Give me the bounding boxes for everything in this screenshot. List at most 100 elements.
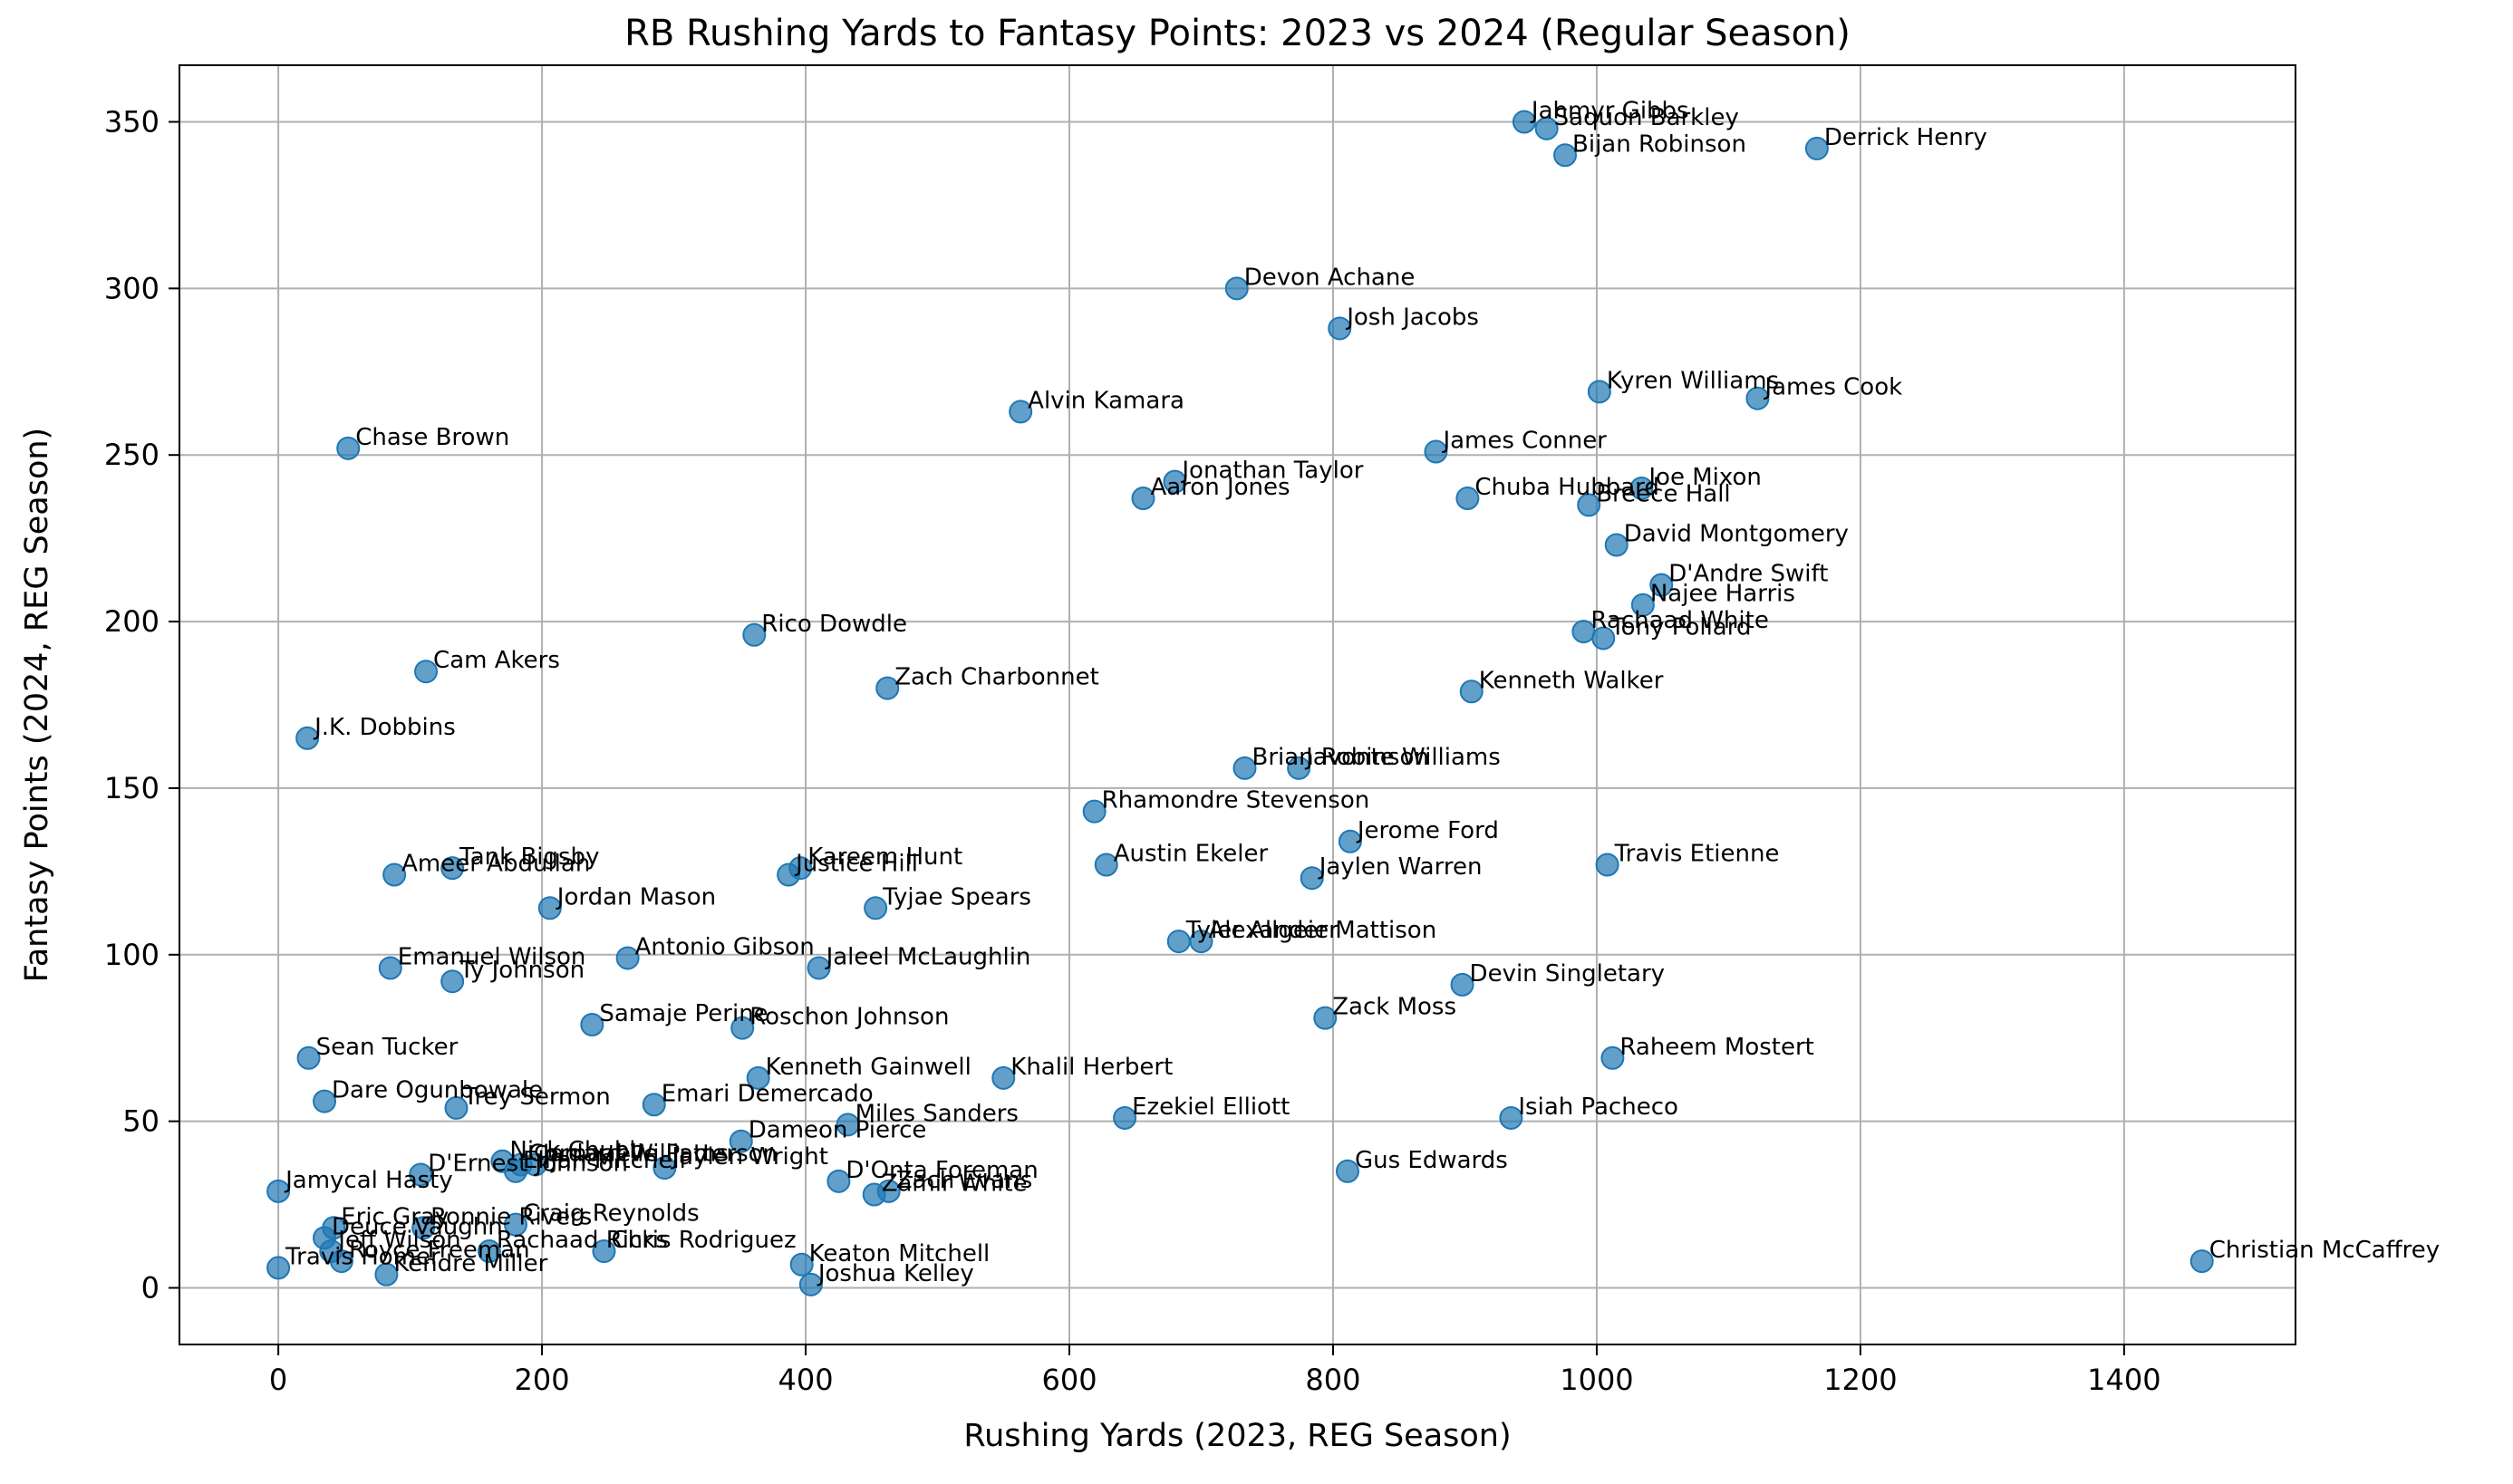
data-point bbox=[730, 1016, 755, 1040]
point-label: Kendre Miller bbox=[393, 1250, 547, 1277]
data-point bbox=[876, 1179, 901, 1203]
x-tick-label: 1400 bbox=[2087, 1363, 2160, 1397]
point-label: Zack Moss bbox=[1332, 994, 1456, 1021]
point-label: Devon Achane bbox=[1244, 264, 1416, 291]
y-tick-label: 200 bbox=[104, 604, 159, 639]
y-tick-label: 350 bbox=[104, 105, 159, 140]
data-point bbox=[411, 1216, 436, 1240]
data-point bbox=[266, 1256, 291, 1280]
point-label: Kyren Williams bbox=[1607, 367, 1779, 394]
data-point bbox=[537, 896, 562, 920]
data-point bbox=[1499, 1105, 1523, 1130]
data-point bbox=[503, 1159, 527, 1183]
data-point bbox=[875, 676, 900, 700]
point-label: Chris Rodriguez bbox=[611, 1227, 796, 1254]
point-label: J.K. Dobbins bbox=[313, 714, 456, 741]
point-label: Keaton Mitchell bbox=[809, 1240, 991, 1267]
axis-ticks: 0 200 400 600 800 1000 1200 1400 0 50 100 150 200 250… bbox=[104, 105, 2161, 1397]
data-point bbox=[382, 862, 407, 887]
data-point bbox=[374, 1262, 399, 1286]
y-tick-label: 100 bbox=[104, 938, 159, 972]
data-point bbox=[807, 956, 831, 980]
point-label: Najee Harris bbox=[1650, 581, 1795, 608]
plot-frame bbox=[179, 64, 2296, 1345]
point-label: Jonathan Taylor bbox=[1180, 458, 1363, 485]
point-label: Tony Pollard bbox=[1609, 613, 1751, 641]
data-point bbox=[1649, 573, 1674, 597]
point-label: Chase Brown bbox=[355, 424, 509, 451]
data-point bbox=[615, 946, 640, 970]
point-label: Ty Johnson bbox=[459, 957, 585, 984]
y-axis-label: Fantasy Points (2024, REG Season) bbox=[19, 428, 55, 982]
data-point bbox=[1338, 829, 1362, 853]
data-point bbox=[1745, 386, 1770, 410]
data-point bbox=[1587, 380, 1611, 404]
point-label: Tyler Allgeier bbox=[1185, 917, 1339, 944]
point-label: Jaleel McLaughlin bbox=[825, 943, 1031, 970]
data-point bbox=[329, 1249, 353, 1274]
x-axis-label: Rushing Yards (2023, REG Season) bbox=[963, 1418, 1511, 1454]
data-point bbox=[1424, 439, 1448, 464]
data-point bbox=[1459, 679, 1484, 704]
data-point bbox=[742, 622, 767, 647]
point-label: Gus Edwards bbox=[1355, 1147, 1508, 1174]
data-point bbox=[580, 1013, 604, 1036]
point-label: Kareem Hunt bbox=[807, 843, 962, 871]
data-point bbox=[440, 969, 465, 994]
data-point bbox=[1629, 476, 1654, 500]
point-label: Ronnie Rivers bbox=[430, 1203, 592, 1230]
data-point bbox=[1082, 799, 1107, 824]
data-point bbox=[1287, 756, 1311, 780]
point-label: Jaylen Wright bbox=[670, 1143, 828, 1171]
data-point bbox=[503, 1212, 527, 1237]
x-tick-label: 400 bbox=[778, 1363, 834, 1397]
x-tick-label: 800 bbox=[1305, 1363, 1360, 1397]
data-point bbox=[1313, 1006, 1338, 1030]
point-label: Kenneth Walker bbox=[1479, 667, 1664, 694]
point-label: Deuce Vaughn bbox=[332, 1213, 503, 1240]
point-label: Austin Ekeler bbox=[1114, 841, 1269, 868]
data-point bbox=[1328, 316, 1352, 341]
point-label: Rico Dowdle bbox=[761, 611, 907, 638]
point-label: Cordarrelle Patterson bbox=[528, 1140, 778, 1167]
data-point bbox=[1512, 110, 1536, 134]
point-label: Derrick Henry bbox=[1824, 124, 1987, 151]
data-points bbox=[266, 110, 2214, 1296]
point-label: Brian Robinson bbox=[1252, 744, 1429, 771]
data-point bbox=[1300, 866, 1324, 891]
point-label: Craig Reynolds bbox=[523, 1200, 700, 1228]
point-label: Devin Singletary bbox=[1470, 960, 1666, 988]
point-label: Jaylen Warren bbox=[1318, 853, 1483, 881]
point-label: Dameon Pierce bbox=[749, 1117, 927, 1144]
point-label: Travis Etienne bbox=[1614, 841, 1780, 868]
point-label: Antonio Gibson bbox=[635, 933, 815, 960]
point-label: Zach Evans bbox=[896, 1167, 1033, 1194]
x-tick-label: 200 bbox=[515, 1363, 570, 1397]
data-point bbox=[1113, 1105, 1137, 1130]
data-point bbox=[1131, 487, 1155, 511]
point-label: Trey Sermon bbox=[463, 1084, 611, 1111]
point-label: Jamaal Williams bbox=[541, 1140, 729, 1167]
point-label: Raheem Mostert bbox=[1619, 1034, 1813, 1061]
point-label: Ezekiel Elliott bbox=[1132, 1094, 1290, 1121]
point-label: Christian McCaffrey bbox=[2209, 1237, 2440, 1264]
data-point bbox=[440, 856, 465, 881]
data-point bbox=[1224, 276, 1249, 301]
point-label: Isiah Pacheco bbox=[1518, 1094, 1678, 1121]
point-label: Alvin Kamara bbox=[1028, 387, 1184, 414]
data-point bbox=[313, 1089, 337, 1113]
point-label: Miles Sanders bbox=[855, 1100, 1019, 1127]
point-label: Saquon Barkley bbox=[1554, 104, 1739, 131]
data-point bbox=[1455, 487, 1480, 511]
x-tick-label: 0 bbox=[269, 1363, 287, 1397]
data-point bbox=[1553, 143, 1578, 168]
data-point bbox=[444, 1095, 469, 1120]
point-label: Rhamondre Stevenson bbox=[1102, 787, 1370, 814]
data-point bbox=[1804, 136, 1829, 160]
point-label: Kenneth Gainwell bbox=[766, 1054, 971, 1081]
point-label: Roschon Johnson bbox=[749, 1004, 949, 1031]
point-label: Ameer Abdullah bbox=[401, 851, 590, 878]
data-point bbox=[1577, 493, 1601, 517]
